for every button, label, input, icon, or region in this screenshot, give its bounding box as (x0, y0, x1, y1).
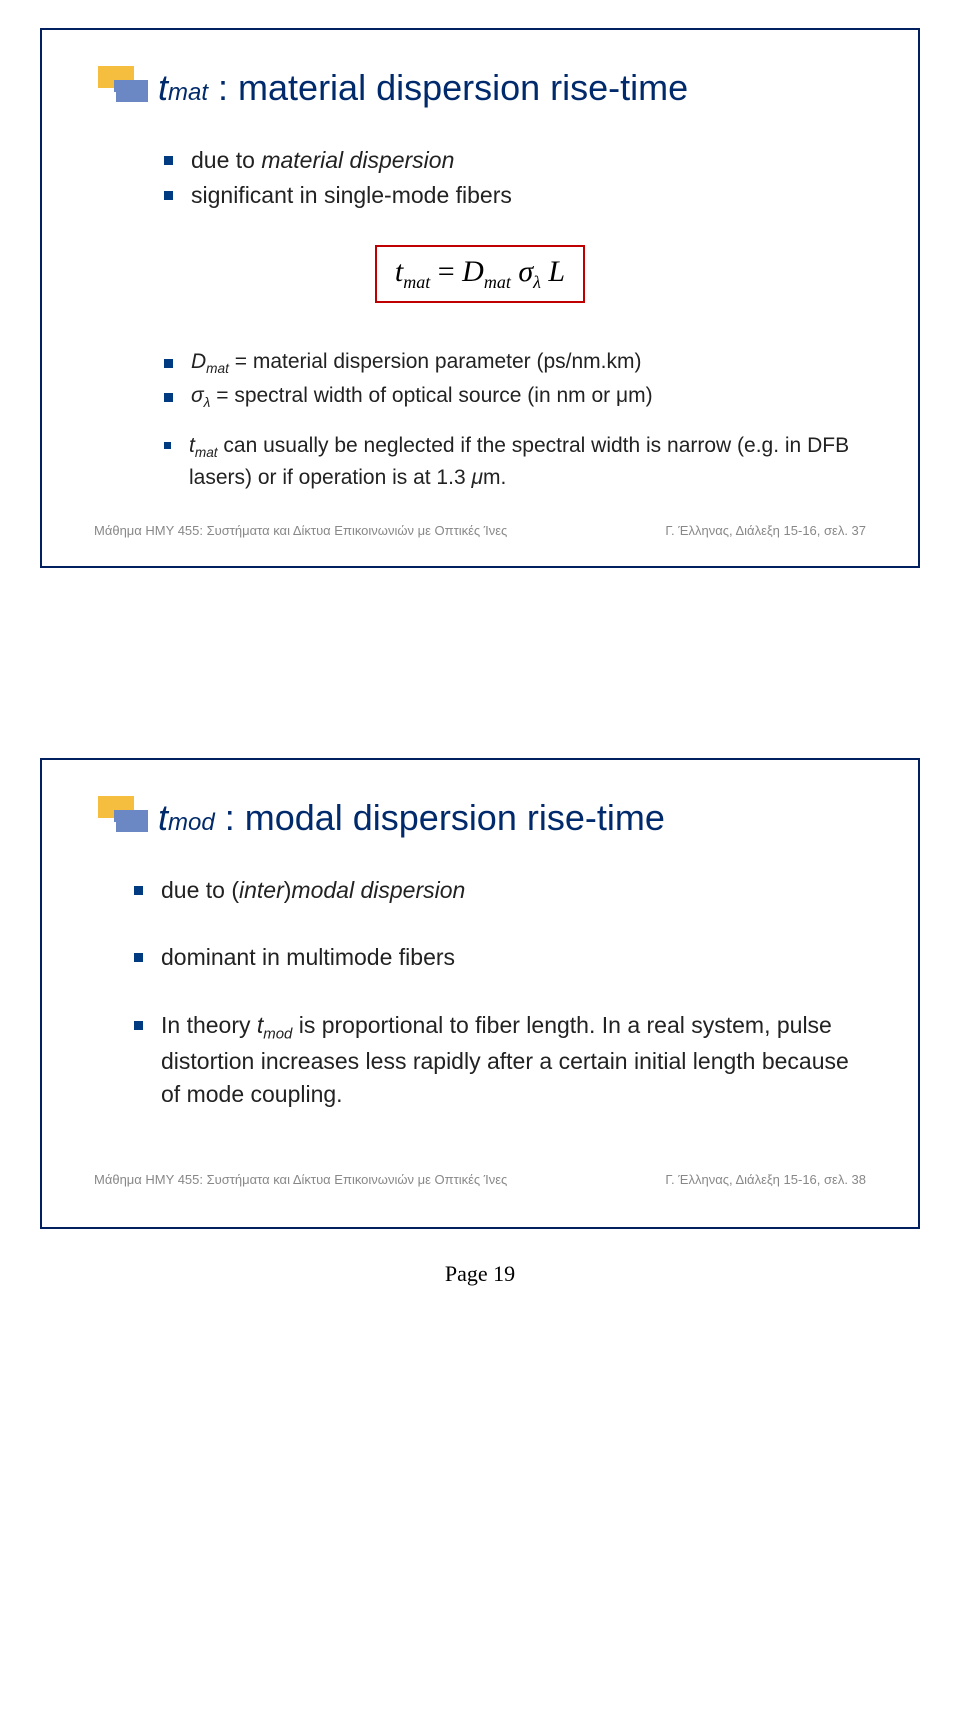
title-row: tmod : modal dispersion rise-time (94, 796, 866, 848)
bullet-icon (164, 156, 173, 165)
bullet-item: tmat can usually be neglected if the spe… (164, 431, 866, 493)
footer-left: Μάθημα ΗΜΥ 455: Συστήματα και Δίκτυα Επι… (94, 523, 507, 538)
bullet-text: due to material dispersion (191, 144, 454, 177)
bullet-text: σλ = spectral width of optical source (i… (191, 381, 653, 413)
bullet-icon (164, 393, 173, 402)
bullet-icon (164, 359, 173, 368)
slide-footer: Μάθημα ΗΜΥ 455: Συστήματα και Δίκτυα Επι… (94, 523, 866, 538)
bullet-item: In theory tmod is proportional to fiber … (134, 1009, 866, 1112)
bullet-text: Dmat = material dispersion parameter (ps… (191, 347, 641, 379)
logo-icon (94, 66, 150, 118)
title-row: tmat : material dispersion rise-time (94, 66, 866, 118)
bullet-text: due to (inter)modal dispersion (161, 874, 465, 907)
bullet-icon (134, 953, 143, 962)
bullet-item: due to (inter)modal dispersion (134, 874, 866, 907)
bullet-text: In theory tmod is proportional to fiber … (161, 1009, 866, 1112)
bullet-icon (134, 1021, 143, 1030)
bullet-group-top: due to material dispersion significant i… (164, 144, 866, 213)
slide-footer: Μάθημα ΗΜΥ 455: Συστήματα και Δίκτυα Επι… (94, 1172, 866, 1187)
bullet-icon (134, 886, 143, 895)
bullet-text: significant in single-mode fibers (191, 179, 512, 212)
bullet-item: Dmat = material dispersion parameter (ps… (164, 347, 866, 379)
slide-title: tmod : modal dispersion rise-time (158, 796, 665, 839)
footer-left: Μάθημα ΗΜΥ 455: Συστήματα και Δίκτυα Επι… (94, 1172, 507, 1187)
bullet-text: tmat can usually be neglected if the spe… (189, 431, 866, 493)
bullet-group-bottom: Dmat = material dispersion parameter (ps… (164, 347, 866, 413)
footer-right: Γ. Έλληνας, Διάλεξη 15-16, σελ. 37 (665, 523, 866, 538)
bullet-item: σλ = spectral width of optical source (i… (164, 381, 866, 413)
bullet-text: dominant in multimode fibers (161, 941, 455, 974)
formula-box: tmat = Dmat σλ L (375, 245, 585, 303)
footer-right: Γ. Έλληνας, Διάλεξη 15-16, σελ. 38 (665, 1172, 866, 1187)
bullet-item: due to material dispersion (164, 144, 866, 177)
slide-2: tmod : modal dispersion rise-time due to… (40, 758, 920, 1229)
bullet-item: significant in single-mode fibers (164, 179, 866, 212)
slide-1: tmat : material dispersion rise-time due… (40, 28, 920, 568)
formula-container: tmat = Dmat σλ L (94, 231, 866, 333)
bullet-icon (164, 191, 173, 200)
page-number: Page 19 (40, 1261, 920, 1287)
bullet-item: dominant in multimode fibers (134, 941, 866, 974)
slide-title: tmat : material dispersion rise-time (158, 66, 688, 109)
logo-icon (94, 796, 150, 848)
bullet-dot-icon (164, 442, 171, 449)
bullet-dot-group: tmat can usually be neglected if the spe… (164, 431, 866, 493)
bullet-group: due to (inter)modal dispersion dominant … (134, 874, 866, 1112)
